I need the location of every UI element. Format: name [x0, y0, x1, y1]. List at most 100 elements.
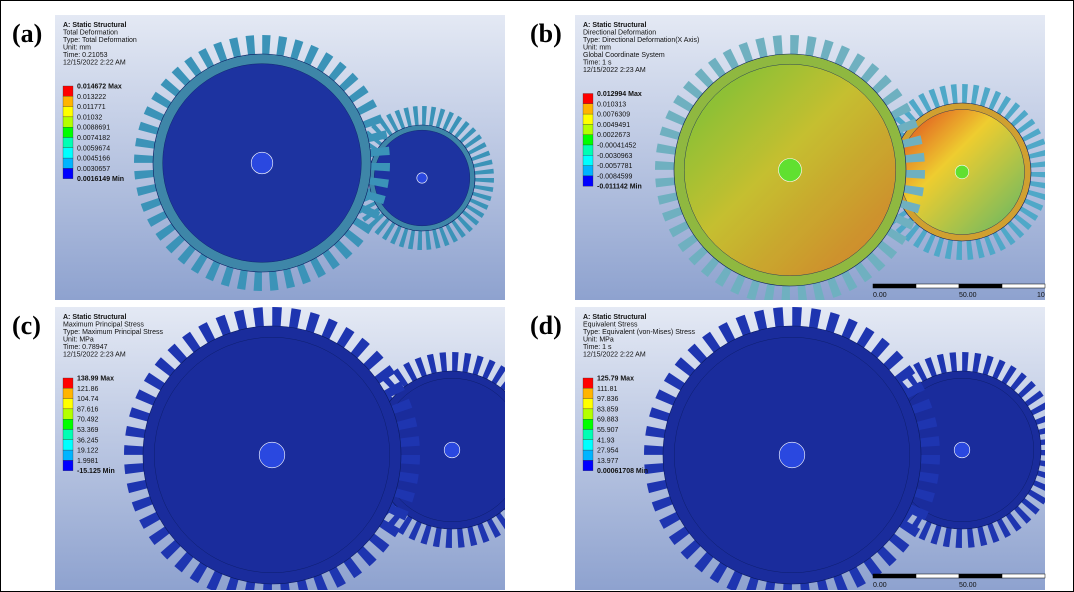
legend-label: 69.883: [597, 417, 619, 424]
legend-label: 0.010313: [597, 101, 626, 108]
legend-swatch: [582, 134, 594, 146]
header-line: 12/15/2022 2:22 AM: [63, 60, 126, 67]
legend-swatch: [582, 144, 594, 156]
legend-label: 19.122: [77, 448, 99, 455]
panel-label: (c): [12, 311, 41, 340]
legend-label: 0.0045166: [77, 156, 110, 163]
legend-swatch: [582, 398, 594, 410]
gear-teeth: [874, 84, 1045, 260]
legend-label: 0.0016149 Min: [77, 176, 124, 183]
legend-label: -0.0084599: [597, 173, 633, 180]
legend-swatch: [62, 439, 74, 451]
legend-label: -15.125 Min: [77, 468, 115, 475]
legend-swatch: [582, 113, 594, 125]
gear-hub: [778, 441, 806, 469]
gear-hub: [954, 164, 970, 180]
header-line: Unit: mm: [583, 45, 611, 52]
legend-swatch: [62, 419, 74, 430]
scale-bar: [958, 283, 1003, 289]
legend-swatch: [582, 165, 594, 177]
legend-swatch: [582, 124, 594, 135]
legend-label: 41.93: [597, 437, 615, 444]
legend-swatch: [62, 408, 74, 420]
header-line: Type: Equivalent (von-Mises) Stress: [583, 329, 696, 336]
header-line: 12/15/2022 2:23 AM: [583, 67, 646, 74]
model-view: [655, 35, 1045, 300]
header-line: A: Static Structural: [583, 22, 646, 29]
legend-swatch: [62, 377, 74, 389]
scale-label: 10: [1037, 292, 1045, 299]
header-line: 12/15/2022 2:22 AM: [583, 352, 646, 359]
gear-hub: [258, 441, 286, 469]
scale-label: 0.00: [873, 582, 887, 589]
legend-swatch: [62, 106, 74, 118]
legend-label: 0.0076309: [597, 112, 630, 119]
scale-label: 0.00: [873, 292, 887, 299]
legend-label: 1.9981: [77, 458, 99, 465]
gear-teeth: [350, 106, 494, 250]
header-line: 12/15/2022 2:23 AM: [63, 352, 126, 359]
legend-label: 0.0030657: [77, 166, 110, 173]
legend-label: -0.00041452: [597, 143, 636, 150]
legend-label: 53.369: [77, 427, 99, 434]
header-line: A: Static Structural: [583, 314, 646, 321]
legend-label: 0.011771: [77, 104, 106, 111]
legend-label: 0.0049491: [597, 122, 630, 129]
header-line: Time: 0.21053: [63, 52, 108, 59]
legend-swatch: [62, 137, 74, 148]
legend-label: 0.00061708 Min: [597, 468, 648, 475]
legend-swatch: [582, 388, 594, 399]
legend-label: 70.492: [77, 417, 99, 424]
legend-label: -0.011142 Min: [597, 184, 642, 191]
legend-swatch: [582, 419, 594, 430]
legend-swatch: [62, 157, 74, 169]
legend-swatch: [62, 460, 74, 471]
legend-swatch: [582, 460, 594, 471]
legend-label: 0.014672 Max: [77, 84, 122, 91]
panel-label: (b): [530, 19, 562, 48]
legend-swatch: [582, 103, 594, 115]
header-line: Time: 0.78947: [63, 344, 108, 351]
header-line: Equivalent Stress: [583, 322, 638, 329]
legend-label: 97.836: [597, 396, 619, 403]
header-line: Unit: MPa: [63, 337, 94, 344]
legend-swatch: [62, 96, 74, 107]
legend-swatch: [582, 155, 594, 166]
legend-label: 13.977: [597, 458, 619, 465]
header-line: Total Deformation: [63, 30, 118, 37]
legend-swatch: [62, 398, 74, 410]
gear-teeth: [124, 307, 420, 590]
legend-swatch: [582, 429, 594, 440]
scale-bar: [872, 283, 917, 289]
gear-hub: [443, 441, 461, 459]
gear-teeth: [655, 35, 925, 300]
scale-bar: [872, 573, 917, 579]
legend-label: 0.0074182: [77, 135, 110, 142]
gear-hub: [416, 172, 428, 184]
legend-label: -0.0057781: [597, 163, 633, 170]
legend-swatch: [62, 147, 74, 159]
model-view: [644, 307, 1045, 590]
legend-label: 0.0088691: [77, 125, 110, 132]
scale-label: 50.00: [959, 582, 977, 589]
legend-swatch: [582, 439, 594, 451]
legend-swatch: [582, 449, 594, 461]
legend-swatch: [62, 449, 74, 461]
gear-teeth: [134, 35, 390, 291]
legend-label: 36.245: [77, 437, 99, 444]
legend-swatch: [582, 93, 594, 104]
legend-label: 83.859: [597, 406, 619, 413]
legend-label: 55.907: [597, 427, 619, 434]
gear-teeth: [644, 307, 940, 590]
header-line: Unit: mm: [63, 45, 91, 52]
legend-swatch: [62, 168, 74, 179]
header-line: A: Static Structural: [63, 22, 126, 29]
model-view: [134, 35, 494, 291]
legend-label: 121.86: [77, 386, 99, 393]
legend-swatch: [62, 127, 74, 138]
header-line: Directional Deformation: [583, 30, 656, 37]
scale-bar: [1001, 573, 1046, 579]
legend-swatch: [62, 85, 74, 97]
legend-swatch: [62, 116, 74, 128]
